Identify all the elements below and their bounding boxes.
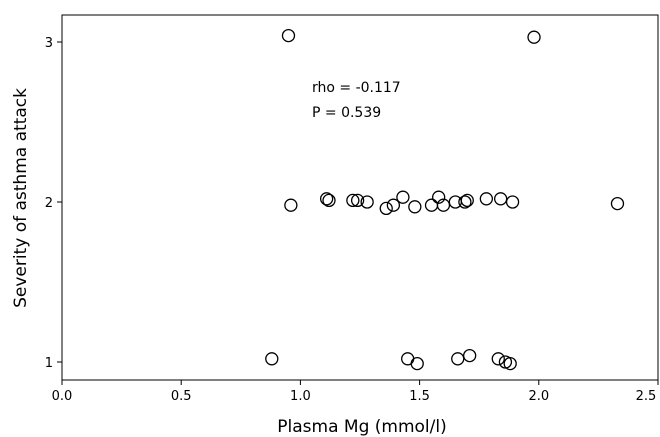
y-tick-label: 2 [45, 196, 53, 211]
x-axis-label: Plasma Mg (mmol/l) [277, 417, 446, 437]
y-axis-ticks: 1 2 3 [45, 36, 62, 371]
data-point [463, 348, 477, 363]
plot-frame [61, 14, 659, 381]
data-point [410, 356, 424, 371]
x-tick-label: 2.0 [528, 389, 549, 404]
data-point [436, 198, 451, 212]
data-point [281, 28, 296, 43]
data-point [494, 192, 508, 206]
data-point [491, 352, 505, 366]
data-point [386, 198, 401, 212]
data-point [319, 192, 334, 206]
x-tick-label: 2.5 [636, 389, 657, 404]
data-point [503, 356, 517, 371]
data-point [479, 192, 494, 206]
data-point [460, 193, 474, 208]
data-point [360, 195, 374, 209]
y-axis-label: Severity of asthma attack [11, 88, 31, 308]
data-point [284, 198, 298, 212]
data-point [527, 30, 541, 44]
x-tick-label: 1.5 [409, 389, 430, 404]
x-axis-ticks: 0.0 0.5 1.0 1.5 2.0 2.5 [52, 380, 659, 404]
data-point [346, 193, 360, 208]
annotation-rho: rho = -0.117 [312, 80, 401, 96]
data-point [610, 196, 625, 211]
data-point [458, 195, 472, 209]
data-point [322, 193, 336, 208]
x-tick-label: 0.5 [171, 389, 192, 404]
data-point [379, 201, 393, 216]
x-tick-label: 1.0 [290, 389, 311, 404]
x-tick-label: 0.0 [52, 389, 73, 404]
data-point [265, 352, 279, 366]
data-point [408, 200, 422, 214]
data-point [505, 195, 520, 209]
data-point [432, 190, 446, 204]
data-point [396, 190, 410, 204]
data-point [448, 195, 463, 209]
y-tick-label: 3 [45, 36, 53, 51]
y-tick-label: 1 [45, 356, 53, 371]
data-points [265, 28, 625, 371]
data-point [451, 352, 465, 366]
annotation-p-value: P = 0.539 [312, 105, 381, 121]
data-point [424, 198, 439, 212]
data-point [350, 193, 365, 208]
